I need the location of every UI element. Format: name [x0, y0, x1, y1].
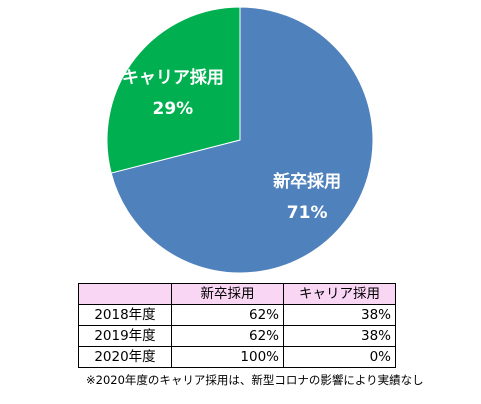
row-year-label: 2019年度 — [78, 325, 172, 347]
table-header-row: 新卒採用 キャリア採用 — [78, 283, 396, 305]
pie-slice — [110, 6, 374, 274]
cell-career: 0% — [283, 346, 396, 368]
row-year-label: 2018年度 — [78, 304, 172, 326]
pie-slice — [106, 6, 241, 174]
recruitment-table: 新卒採用 キャリア採用 2018年度 62% 38% 2019年度 62% 38… — [78, 283, 396, 368]
cell-shinsotsu: 100% — [171, 346, 284, 368]
pie-chart: 新卒採用 71% キャリア採用 29% — [106, 6, 374, 274]
cell-career: 38% — [283, 325, 396, 347]
slice-percent-label: 29% — [152, 99, 193, 119]
table-header-corner — [78, 283, 172, 305]
table-row: 2019年度 62% 38% — [78, 325, 396, 347]
cell-shinsotsu: 62% — [171, 304, 284, 326]
cell-career: 38% — [283, 304, 396, 326]
row-year-label: 2020年度 — [78, 346, 172, 368]
table-header-career: キャリア採用 — [283, 283, 396, 305]
slice-category-label: キャリア採用 — [122, 67, 224, 88]
slice-category-label: 新卒採用 — [273, 171, 341, 192]
table-header-shinsotsu: 新卒採用 — [171, 283, 284, 305]
table-row: 2020年度 100% 0% — [78, 346, 396, 368]
slice-percent-label: 71% — [287, 203, 328, 223]
cell-shinsotsu: 62% — [171, 325, 284, 347]
footnote: ※2020年度のキャリア採用は、新型コロナの影響により実績なし — [86, 373, 424, 387]
table-row: 2018年度 62% 38% — [78, 304, 396, 326]
